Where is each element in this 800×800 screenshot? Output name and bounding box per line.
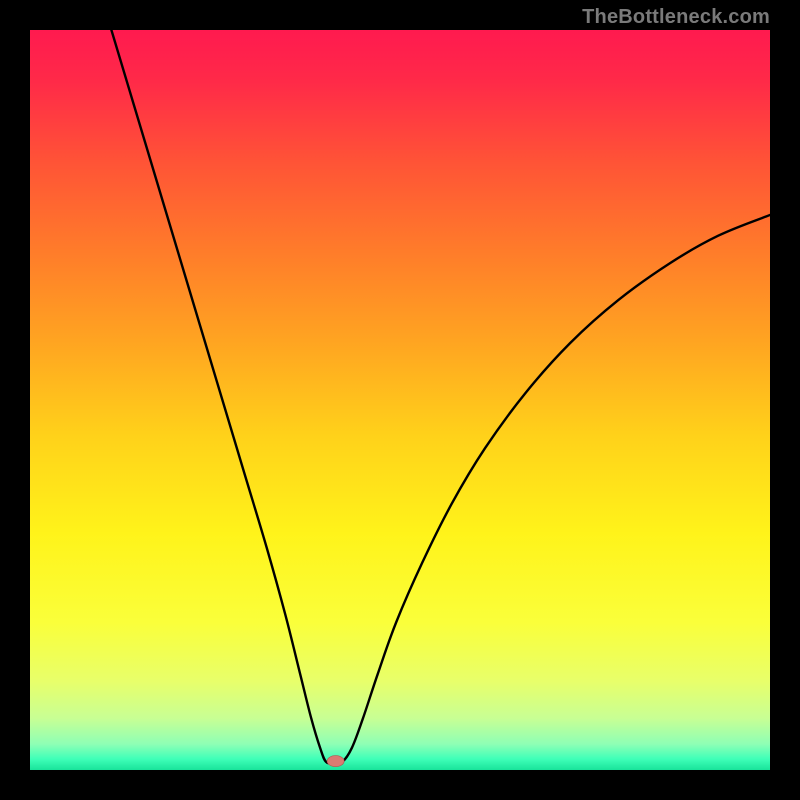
minimum-marker bbox=[327, 756, 344, 767]
bottleneck-curve-chart bbox=[30, 30, 770, 770]
gradient-background bbox=[30, 30, 770, 770]
plot-area bbox=[30, 30, 770, 770]
watermark-text: TheBottleneck.com bbox=[582, 6, 770, 29]
chart-frame: TheBottleneck.com bbox=[0, 0, 800, 800]
